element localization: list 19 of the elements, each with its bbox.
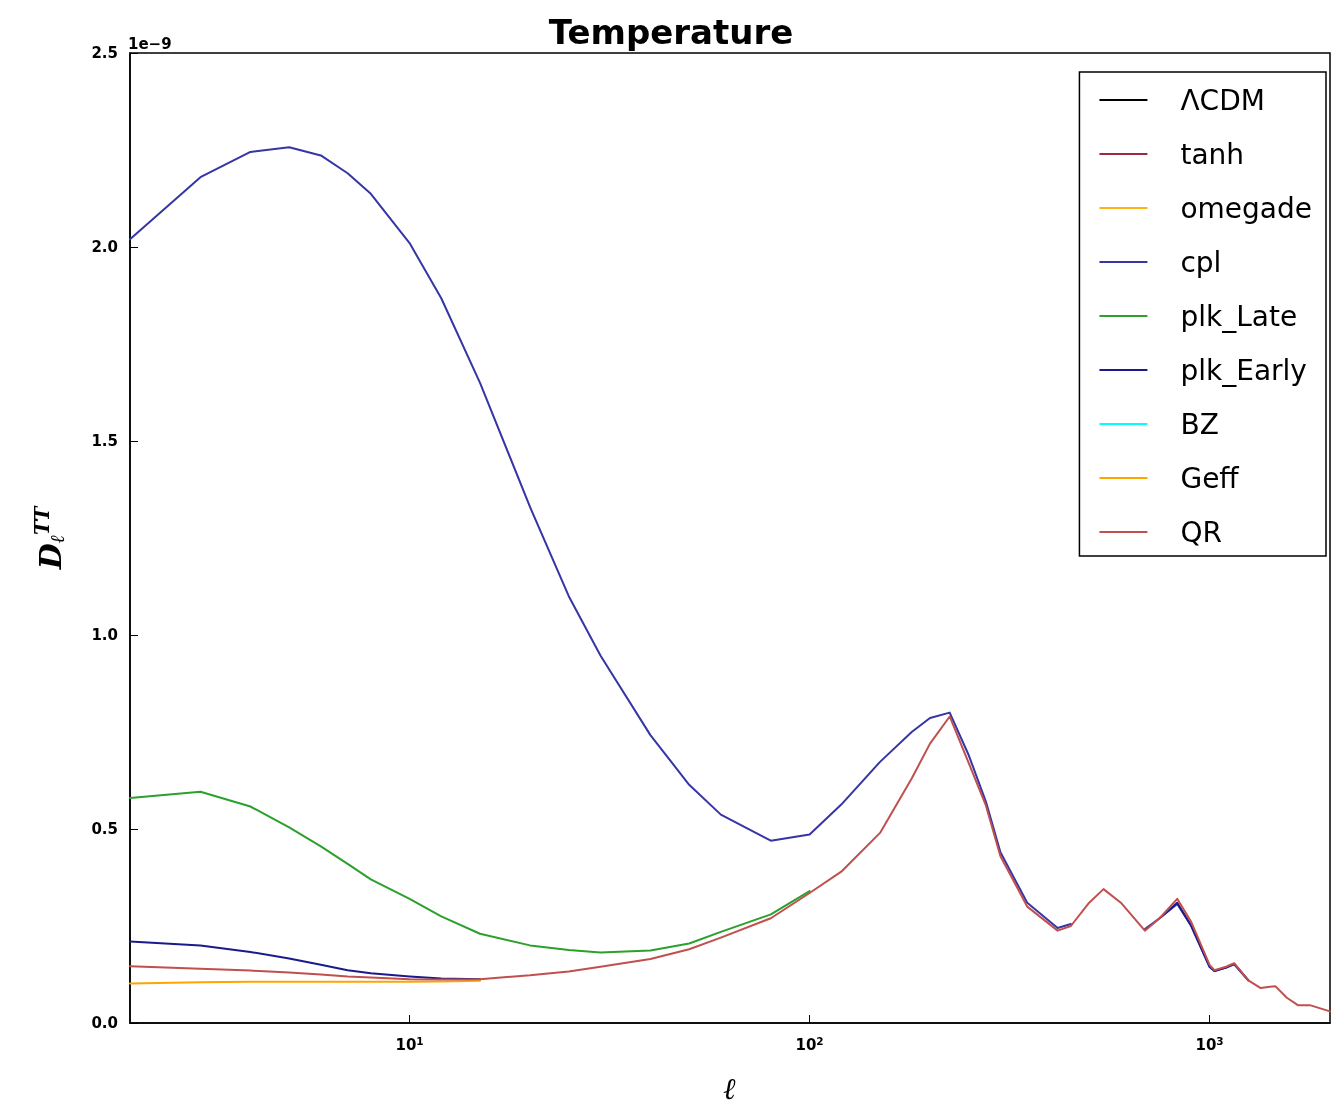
- legend-label: cpl: [1180, 245, 1222, 279]
- legend-label: QR: [1180, 515, 1222, 549]
- legend-label: ΛCDM: [1180, 83, 1265, 117]
- legend-label: BZ: [1180, 407, 1219, 441]
- x-axis-title: ℓ: [723, 1070, 737, 1106]
- text: 1e−9: [128, 34, 172, 53]
- y-tick-label: 2.0: [91, 238, 118, 256]
- chart-title: Temperature: [548, 12, 794, 52]
- y-tick-label: 1.5: [91, 432, 118, 450]
- y-tick-label: 0.0: [91, 1014, 118, 1032]
- legend-label: tanh: [1180, 137, 1245, 171]
- legend-label: omegade: [1180, 191, 1313, 225]
- y-tick-label: 0.5: [91, 820, 118, 838]
- y-tick-label: 2.5: [91, 44, 118, 62]
- legend-label: plk_Late: [1180, 299, 1298, 333]
- y-axis-title: DℓTT: [30, 505, 69, 571]
- legend-label: Geff: [1180, 461, 1240, 495]
- legend-label: plk_Early: [1180, 353, 1307, 387]
- y-tick-label: 1.0: [91, 626, 118, 644]
